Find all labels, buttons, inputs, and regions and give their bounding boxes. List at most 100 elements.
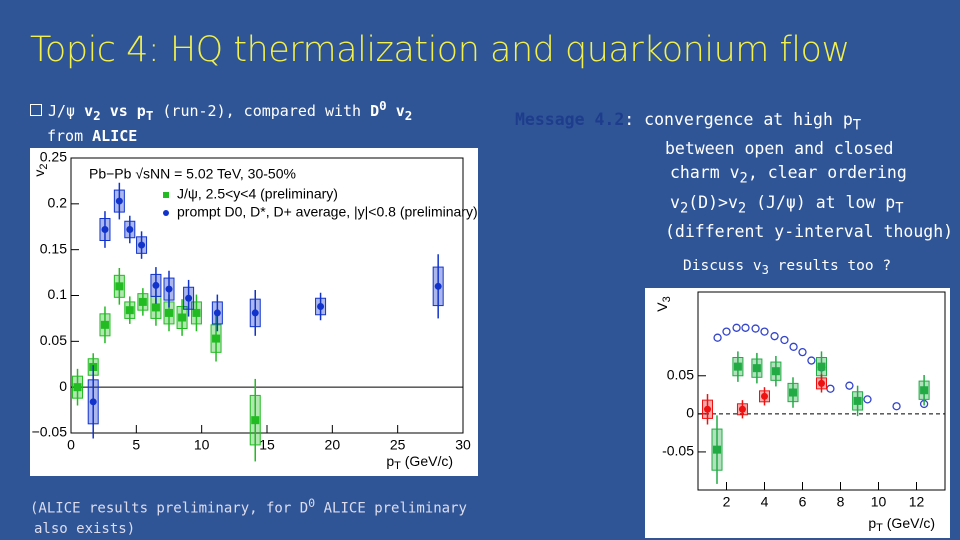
- x-tick-label: 5: [132, 437, 140, 453]
- marker: [165, 285, 173, 293]
- x-label-part: T: [394, 460, 401, 472]
- marker: [73, 383, 82, 392]
- text: v: [386, 102, 405, 120]
- marker: [317, 303, 325, 310]
- text: (D)>v: [688, 192, 738, 212]
- marker: [741, 323, 750, 332]
- marker: [733, 362, 742, 371]
- y-tick-label: 0: [686, 405, 694, 421]
- text: : convergence at high p: [624, 110, 853, 129]
- y-axis-label: v2: [31, 163, 50, 176]
- text: 0: [379, 98, 387, 113]
- marker: [807, 356, 816, 365]
- marker: [751, 324, 760, 333]
- legend-marker: [163, 210, 169, 216]
- marker: [251, 309, 259, 317]
- chart: 0 5 10 15 20 25 30−0.0500.050.10.150.20.25v2pT…: [30, 148, 478, 476]
- y-tick-label: 0.05: [40, 332, 67, 348]
- marker: [863, 395, 872, 404]
- legend-label: prompt D0, D*, D+ average, |y|<0.8 (prel…: [177, 204, 478, 220]
- x-label-part: (GeV/c): [883, 515, 935, 531]
- slide-title: Topic 4: HQ thermalization and quarkoniu…: [30, 30, 850, 70]
- x-label-part: p: [386, 453, 394, 469]
- text: (J/ψ) at low p: [746, 192, 896, 212]
- text: T: [852, 117, 862, 134]
- text: (run-2), compared with: [153, 102, 371, 120]
- text: 2: [739, 170, 748, 187]
- marker: [115, 282, 124, 291]
- y-tick-label: 0: [59, 378, 67, 394]
- text: also exists): [34, 520, 136, 537]
- marker: [770, 332, 779, 341]
- x-tick-label: 4: [761, 494, 769, 510]
- x-tick-label: 6: [799, 494, 807, 510]
- text: T: [895, 199, 904, 216]
- text: 0: [308, 496, 316, 510]
- marker: [100, 320, 109, 329]
- y-tick-label: 0.25: [40, 149, 67, 165]
- footnote: (ALICE results preliminary, for D0 ALICE…: [30, 493, 467, 539]
- text: v: [84, 102, 94, 120]
- y-tick-label: 0.15: [40, 240, 67, 256]
- marker: [713, 445, 721, 454]
- marker: [126, 226, 134, 233]
- x-axis-label: pT (GeV/c): [386, 453, 453, 472]
- text: Discuss v: [683, 258, 762, 274]
- text: results too ?: [768, 258, 892, 274]
- marker: [212, 334, 221, 343]
- marker: [115, 197, 123, 205]
- text: v: [670, 192, 680, 212]
- marker: [138, 241, 146, 249]
- text: (ALICE results preliminary, for D: [30, 500, 309, 517]
- marker: [185, 294, 193, 302]
- marker: [798, 348, 807, 357]
- y-label-part: v: [31, 170, 47, 177]
- discuss: Discuss v3 results too ?: [683, 258, 891, 277]
- legend-marker: [163, 192, 169, 198]
- x-tick-label: 15: [259, 437, 275, 453]
- x-label-part: (GeV/c): [401, 453, 453, 469]
- y-tick-label: -0.05: [662, 443, 694, 459]
- marker: [178, 313, 187, 322]
- text: 2: [737, 199, 747, 216]
- text: ALICE: [92, 127, 138, 145]
- text: from: [47, 127, 93, 145]
- marker: [101, 226, 109, 233]
- marker: [732, 323, 741, 332]
- y-axis-label: V3: [654, 296, 673, 311]
- y-tick-label: 0.2: [48, 195, 68, 211]
- chart: 2 4 6 8 10 12 -0.05 0 0.05 V3 pT (GeV/c): [645, 288, 950, 538]
- bullet: J/ψ v2 vs pT (run-2), compared with D0 v…: [30, 95, 412, 147]
- marker: [738, 405, 746, 413]
- y-tick-label: 0.05: [667, 366, 694, 382]
- marker: [789, 388, 797, 397]
- x-tick-label: 12: [909, 494, 925, 510]
- x-tick-label: 8: [837, 494, 845, 510]
- x-label-part: T: [876, 522, 883, 534]
- marker: [853, 396, 862, 405]
- legend-label: J/ψ, 2.5<y<4 (preliminary): [177, 186, 338, 202]
- x-tick-label: 20: [325, 437, 341, 453]
- marker: [165, 308, 173, 317]
- x-tick-label: 10: [194, 437, 210, 453]
- text: charm v: [670, 163, 740, 183]
- y-label-part: 2: [38, 163, 50, 169]
- text: 2: [93, 108, 101, 123]
- message: Message 4.2: convergence at high pT betw…: [515, 108, 955, 244]
- text: (different y-interval though): [665, 221, 954, 241]
- plot-frame: [697, 291, 946, 491]
- text: T: [145, 108, 154, 123]
- y-label-part: 3: [661, 296, 673, 302]
- marker: [761, 392, 768, 400]
- marker: [771, 367, 780, 376]
- marker: [192, 308, 201, 317]
- marker: [213, 309, 221, 317]
- marker: [434, 282, 442, 290]
- marker: [125, 306, 134, 315]
- bullet-box: [30, 104, 42, 116]
- marker: [251, 416, 260, 425]
- text: vs p: [100, 102, 146, 120]
- text: between open and closed: [665, 139, 894, 159]
